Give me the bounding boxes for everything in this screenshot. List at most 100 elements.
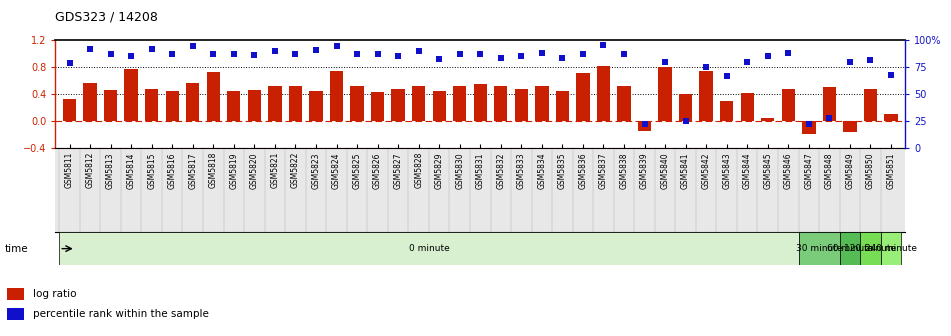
Bar [658,67,671,121]
Point [370,52,385,57]
Text: GSM5847: GSM5847 [805,152,813,189]
Point [83,46,98,52]
Bar [309,91,322,121]
Point [473,52,488,57]
Bar [844,121,857,132]
Text: GSM5834: GSM5834 [537,152,547,189]
Bar [268,86,281,121]
Bar [782,89,795,121]
Bar [412,86,425,121]
Text: 240 minute: 240 minute [865,244,917,253]
Point [226,52,242,57]
Text: GSM5829: GSM5829 [435,152,444,188]
Bar [145,89,159,121]
Text: GSM5823: GSM5823 [312,152,320,188]
Text: GSM5836: GSM5836 [578,152,588,189]
Text: GSM5817: GSM5817 [188,152,197,188]
Text: GSM5812: GSM5812 [86,152,94,188]
Text: GSM5840: GSM5840 [661,152,670,189]
Bar [864,89,877,121]
Bar [165,91,179,121]
Point [391,54,406,59]
Bar [840,232,860,265]
Text: time: time [5,244,29,254]
Point [329,43,344,48]
Text: GSM5819: GSM5819 [229,152,239,188]
Text: GSM5833: GSM5833 [516,152,526,189]
Text: GSM5828: GSM5828 [414,152,423,188]
Text: GSM5832: GSM5832 [496,152,505,188]
Bar [741,93,754,121]
Bar [206,72,220,121]
Bar [514,89,528,121]
Bar [186,83,200,121]
Bar [535,86,549,121]
Bar [700,71,713,121]
Point [514,54,529,59]
Point [678,118,693,124]
Bar [881,232,902,265]
Bar [59,232,799,265]
Text: GSM5841: GSM5841 [681,152,690,188]
Point [802,122,817,127]
Bar [555,91,569,121]
Point [596,42,611,47]
Point [165,52,180,57]
Bar [495,86,508,121]
Point [575,52,591,57]
Bar [371,92,384,121]
Point [185,43,201,48]
Point [760,54,775,59]
Bar [860,232,881,265]
Text: GSM5825: GSM5825 [353,152,361,188]
Bar [350,86,363,121]
Text: GSM5830: GSM5830 [456,152,464,189]
Text: 120 minute: 120 minute [844,244,897,253]
Point [246,53,262,58]
Text: 60 minute: 60 minute [826,244,873,253]
Bar [802,121,816,134]
Text: GSM5848: GSM5848 [825,152,834,188]
Text: GSM5815: GSM5815 [147,152,156,188]
Text: GSM5843: GSM5843 [722,152,731,189]
Text: GSM5845: GSM5845 [764,152,772,189]
Bar [884,114,898,121]
Text: GSM5811: GSM5811 [65,152,74,188]
Text: GSM5816: GSM5816 [167,152,177,188]
Bar [617,86,631,121]
Bar [433,91,446,121]
Point [349,52,364,57]
Point [637,122,652,127]
Bar [576,73,590,121]
Text: 30 minute: 30 minute [796,244,843,253]
Point [205,52,221,57]
Point [124,54,139,59]
Bar [679,94,692,121]
Text: GSM5842: GSM5842 [702,152,710,188]
Bar [761,118,774,121]
Point [534,50,550,56]
Point [740,59,755,65]
Text: GSM5849: GSM5849 [845,152,854,189]
Text: GSM5837: GSM5837 [599,152,608,189]
Text: GSM5844: GSM5844 [743,152,751,189]
Text: 0 minute: 0 minute [409,244,449,253]
Text: GSM5851: GSM5851 [886,152,896,188]
Text: GSM5831: GSM5831 [476,152,485,188]
Text: percentile rank within the sample: percentile rank within the sample [33,309,209,319]
Bar [125,69,138,121]
Bar [799,232,840,265]
Point [883,72,899,77]
Text: GSM5824: GSM5824 [332,152,341,188]
Text: GDS323 / 14208: GDS323 / 14208 [55,10,158,24]
Text: GSM5835: GSM5835 [558,152,567,189]
Text: GSM5820: GSM5820 [250,152,259,188]
Point [62,60,77,66]
Bar [8,288,24,300]
Point [616,52,631,57]
Bar [453,86,466,121]
Point [781,50,796,56]
Point [822,115,837,120]
Point [554,55,570,60]
Bar [84,83,97,121]
